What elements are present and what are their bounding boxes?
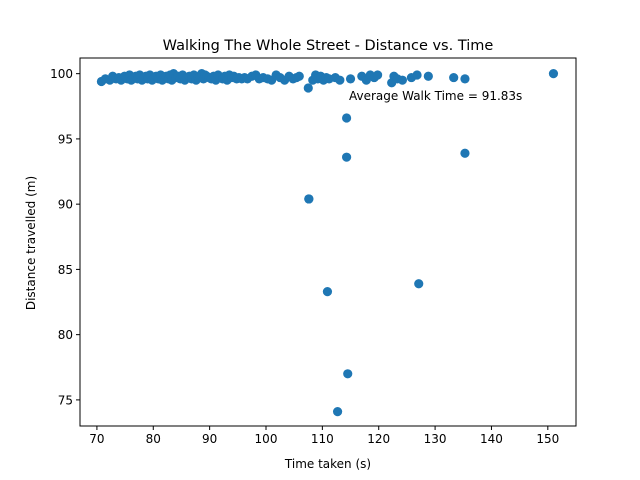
y-tick-label: 90: [58, 198, 73, 212]
y-tick-label: 100: [50, 67, 73, 81]
plot-area-frame: [79, 57, 577, 427]
data-point: [343, 369, 353, 379]
x-tick-label: 70: [89, 432, 104, 446]
data-point: [342, 113, 352, 123]
data-point: [304, 194, 314, 204]
y-tick-label: 75: [58, 393, 73, 407]
x-tick-label: 140: [480, 432, 503, 446]
x-tick-label: 130: [424, 432, 447, 446]
data-point: [303, 83, 313, 93]
x-tick-label: 110: [311, 432, 334, 446]
x-tick-label: 80: [146, 432, 161, 446]
average-walk-time-annotation: Average Walk Time = 91.83s: [349, 89, 522, 103]
chart-title: Walking The Whole Street - Distance vs. …: [163, 38, 494, 54]
x-tick-label: 150: [536, 432, 559, 446]
data-point: [449, 72, 459, 83]
x-tick-label: 90: [202, 432, 217, 446]
data-point: [294, 71, 304, 81]
data-points: [96, 69, 559, 417]
y-tick-label: 85: [58, 263, 73, 277]
y-axis-label: Distance travelled (m): [24, 176, 38, 310]
y-axis-ticks: 75 80 85 90 95 100: [50, 67, 80, 407]
data-point: [548, 69, 559, 79]
x-tick-label: 100: [255, 432, 278, 446]
y-tick-label: 95: [58, 132, 73, 146]
data-point: [412, 70, 422, 80]
data-point: [345, 74, 356, 84]
data-point: [342, 152, 352, 162]
x-axis-label: Time taken (s): [284, 457, 371, 471]
x-axis-ticks: 70 80 90 100 110 120 130 140 150: [89, 426, 559, 446]
data-point: [397, 75, 407, 85]
data-point: [460, 148, 470, 158]
data-point: [423, 71, 433, 81]
y-tick-label: 80: [58, 328, 73, 342]
x-tick-label: 120: [367, 432, 390, 446]
data-point: [335, 75, 345, 85]
data-point: [414, 279, 424, 289]
data-point: [460, 74, 470, 84]
data-point: [373, 70, 383, 80]
data-point: [332, 407, 343, 417]
data-point: [322, 286, 333, 297]
